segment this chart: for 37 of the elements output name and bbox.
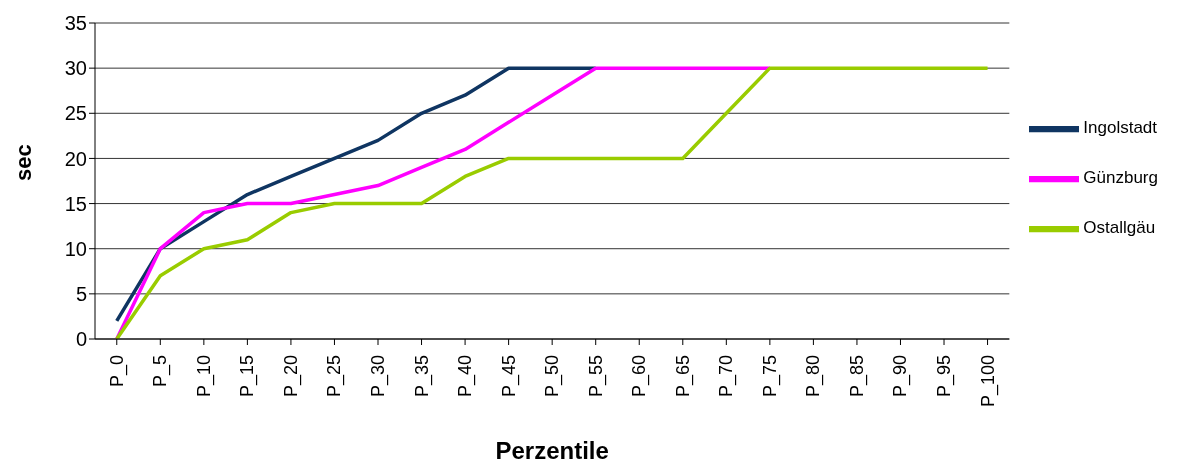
x-tick-label: P_30 xyxy=(368,355,390,398)
x-tick-label: P_65 xyxy=(672,355,694,398)
y-tick-label: 10 xyxy=(64,237,87,260)
x-tick-label: P_85 xyxy=(846,355,868,398)
y-tick-label: 35 xyxy=(64,12,87,35)
x-tick-label: P_0 xyxy=(106,355,128,388)
y-tick-label: 0 xyxy=(75,328,87,351)
y-tick-label: 15 xyxy=(64,192,87,215)
x-tick-label: P_70 xyxy=(716,355,738,398)
x-tick-label: P_75 xyxy=(759,355,781,398)
x-tick-label: P_45 xyxy=(498,355,520,398)
y-tick-label: 5 xyxy=(75,282,87,305)
x-axis-title: Perzentile xyxy=(495,437,609,464)
x-tick-label: P_15 xyxy=(237,355,259,398)
legend-label: Günzburg xyxy=(1083,167,1158,187)
x-tick-label: P_95 xyxy=(934,355,956,398)
x-tick-label: P_20 xyxy=(280,355,302,398)
x-tick-label: P_90 xyxy=(890,355,912,398)
legend-label: Ingolstadt xyxy=(1083,117,1158,137)
x-tick-label: P_50 xyxy=(542,355,564,398)
x-tick-label: P_35 xyxy=(411,355,433,398)
line-series xyxy=(115,66,598,323)
x-tick-label: P_25 xyxy=(324,355,346,398)
y-axis-title: sec xyxy=(10,144,36,181)
line-series xyxy=(115,66,990,339)
x-tick-label: P_55 xyxy=(585,355,607,398)
x-tick-label: P_80 xyxy=(803,355,825,398)
x-tick-label: P_5 xyxy=(150,355,172,388)
y-tick-label: 20 xyxy=(64,147,87,170)
legend-label: Ostallgäu xyxy=(1083,217,1156,237)
x-tick-label: P_60 xyxy=(629,355,651,398)
y-tick-label: 25 xyxy=(64,102,87,125)
line-series xyxy=(115,66,772,339)
x-tick-label: P_40 xyxy=(455,355,477,398)
x-tick-label: P_10 xyxy=(193,355,215,398)
x-tick-label: P_100 xyxy=(977,355,999,408)
y-tick-label: 30 xyxy=(64,57,87,80)
